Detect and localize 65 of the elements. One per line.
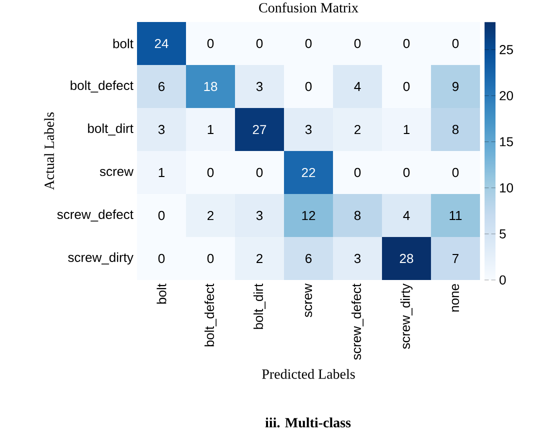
data-label: 1 [158, 168, 164, 177]
data-label: 0 [207, 168, 214, 178]
data-label: 0 [158, 210, 165, 220]
data-label: 0 [354, 38, 361, 48]
data-label: 3 [158, 124, 165, 134]
data-label: 0 [305, 82, 312, 92]
y-axis-title: Actual Labels [44, 112, 54, 190]
color-bar-label: 10 [500, 183, 514, 192]
x-tick-label: bolt [156, 284, 166, 304]
x-axis-title: Predicted Labels [262, 368, 355, 379]
x-tick-label: screw [304, 283, 312, 318]
data-label: 4 [354, 82, 361, 91]
data-label: 0 [403, 38, 410, 48]
data-label: 28 [400, 254, 414, 264]
x-tick-label: bolt_defect [204, 284, 217, 346]
data-label: 27 [252, 124, 266, 134]
data-label: 6 [158, 82, 165, 92]
data-label: 0 [207, 38, 214, 48]
data-label: 6 [306, 254, 312, 264]
data-label: 11 [450, 211, 462, 220]
x-tick-label: screw_dirty [400, 284, 413, 349]
data-label: 3 [354, 254, 361, 264]
y-tick-label: bolt [113, 38, 134, 48]
color-bar-label: 20 [500, 91, 514, 100]
data-label: 0 [305, 38, 312, 48]
y-tick-label: screw_defect [57, 209, 134, 222]
data-label: 0 [452, 168, 459, 178]
data-label: 9 [452, 82, 458, 92]
y-tick-label: screw [100, 168, 134, 176]
data-label: 12 [302, 210, 316, 220]
data-label: 0 [256, 38, 263, 48]
data-label: 0 [452, 38, 459, 48]
x-tick-label: screw_defect [351, 284, 364, 360]
data-label: 0 [256, 168, 263, 178]
data-label: 2 [354, 124, 360, 134]
color-bar-label: 15 [500, 137, 513, 146]
color-bar-label: 0 [500, 275, 506, 285]
y-tick-label: screw_dirty [68, 252, 134, 265]
data-label: 8 [452, 124, 459, 134]
y-tick-label: bolt_dirt [88, 123, 134, 136]
color-bar-label: 25 [500, 45, 513, 54]
data-label: 0 [354, 168, 361, 178]
data-label: 1 [404, 125, 410, 134]
y-tick-label: bolt_defect [70, 80, 134, 93]
data-label: 0 [207, 254, 214, 264]
x-tick-label: bolt_dirt [253, 284, 266, 329]
data-label: 0 [403, 168, 410, 178]
x-tick-label: none [452, 284, 460, 312]
data-label: 1 [208, 125, 214, 134]
data-label: 0 [403, 82, 410, 92]
text: iii. Multi-class [265, 418, 351, 428]
data-label: 4 [403, 211, 410, 220]
data-label: 2 [256, 254, 262, 264]
data-label: 7 [452, 254, 458, 263]
chart-title: Confusion Matrix [259, 2, 358, 12]
data-label: 3 [256, 82, 263, 92]
data-label: 22 [302, 168, 316, 178]
data-label: 3 [305, 124, 312, 134]
color-bar-label: 5 [500, 229, 506, 238]
data-label: 3 [256, 210, 263, 220]
data-label: 0 [158, 254, 165, 264]
data-label: 2 [208, 210, 214, 220]
data-label: 8 [354, 210, 361, 220]
data-label: 18 [204, 82, 218, 92]
data-label: 24 [154, 38, 168, 48]
